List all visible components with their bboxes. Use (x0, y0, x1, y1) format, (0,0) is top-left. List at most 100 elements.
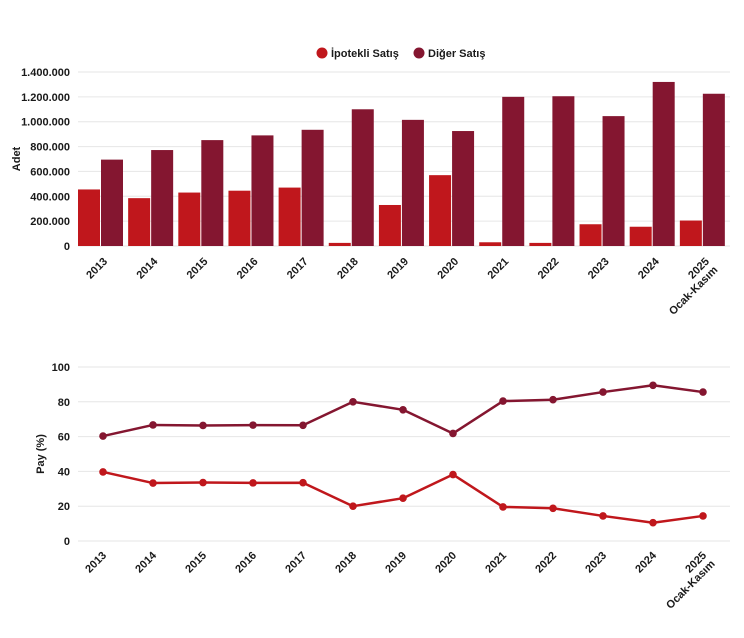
bar-diger-12 (702, 93, 725, 246)
line-x-tick-label: 2023 (583, 550, 609, 576)
line-series-ipotekli (102, 470, 704, 524)
bar-chart: İpotekli Satış Diğer Satış 0 200.000 400.000… (11, 47, 730, 318)
bar-ipotekli-7 (429, 175, 452, 246)
bar-diger-6 (401, 119, 424, 246)
bar-ipotekli-3 (228, 190, 251, 246)
legend-label-1: Diğer Satış (428, 48, 485, 60)
bar-y-tick-label: 1.000.000 (21, 117, 70, 129)
bar-ipotekli-0 (78, 189, 100, 246)
line-x-tick-label: 2020 (433, 550, 459, 576)
bar-ipotekli-5 (328, 242, 351, 246)
line-y-tick-label: 20 (58, 501, 70, 513)
bar-diger-3 (251, 135, 274, 246)
line-y-tick-label: 0 (64, 536, 70, 548)
bar-ipotekli-10 (579, 224, 602, 246)
bar-diger-11 (652, 81, 675, 246)
bar-x-tick-label: 2025Ocak-Kasım (659, 255, 721, 317)
line-y-axis-title: Pay (%) (35, 434, 47, 474)
bar-y-tick-label: 1.400.000 (21, 67, 70, 79)
legend-label-0: İpotekli Satış (331, 47, 399, 60)
line-point-diger-3 (249, 421, 257, 429)
bar-ipotekli-11 (629, 226, 652, 246)
bar-x-tick-label: 2019 (385, 256, 411, 282)
line-point-ipotekli-8 (499, 503, 507, 511)
bar-x-tick-label: 2013 (84, 256, 110, 282)
bar-ipotekli-2 (178, 192, 201, 246)
legend-marker-di-er-sat (413, 47, 425, 59)
bar-ipotekli-1 (128, 198, 151, 246)
bar-ipotekli-6 (378, 204, 401, 246)
line-x-tick-label: 2024 (633, 549, 659, 575)
bar-y-tick-label: 1.200.000 (21, 92, 70, 104)
line-point-ipotekli-0 (99, 468, 107, 476)
bar-ipotekli-12 (679, 220, 702, 246)
line-point-diger-10 (599, 388, 607, 396)
bar-x-tick-label: 2017 (285, 256, 311, 282)
line-point-diger-5 (349, 398, 357, 406)
bar-y-tick-label: 600.000 (30, 166, 70, 178)
bar-x-tick-label: 2023 (586, 256, 612, 282)
line-point-ipotekli-6 (399, 494, 407, 502)
bar-diger-4 (301, 129, 324, 246)
line-x-tick-label: 2022 (533, 550, 559, 576)
bar-diger-9 (552, 96, 575, 246)
bar-diger-1 (151, 150, 174, 246)
bar-legend: İpotekli Satış Diğer Satış (316, 47, 485, 60)
line-y-tick-label: 60 (58, 432, 70, 444)
bar-x-tick-label: 2021 (486, 256, 512, 282)
line-series-diger (102, 384, 704, 438)
bar-x-tick-label: 2018 (335, 256, 361, 282)
line-point-diger-7 (449, 429, 457, 438)
bar-diger-7 (452, 131, 475, 246)
line-point-ipotekli-2 (199, 478, 207, 487)
line-x-tick-label: 2014 (133, 549, 159, 575)
bar-x-tick-label: 2016 (235, 256, 261, 282)
bar-diger-8 (502, 96, 525, 246)
line-point-ipotekli-1 (149, 479, 157, 487)
bar-x-tick-label: 2015 (185, 256, 211, 282)
line-point-diger-4 (299, 421, 307, 430)
line-x-tick-label: 2013 (83, 550, 109, 576)
line-point-ipotekli-5 (349, 502, 357, 511)
bar-x-tick-label: 2020 (435, 256, 461, 282)
line-x-tick-label: 2019 (383, 550, 409, 576)
line-point-diger-8 (499, 397, 507, 405)
line-point-diger-6 (399, 406, 407, 414)
bar-x-tick-label: 2022 (536, 256, 562, 282)
bar-x-tick-label: 2024 (636, 255, 662, 281)
bar-ipotekli-4 (278, 187, 301, 246)
line-x-tick-label: 2016 (233, 550, 259, 576)
line-point-ipotekli-9 (549, 504, 557, 513)
line-point-ipotekli-3 (249, 479, 257, 487)
bar-ipotekli-9 (529, 242, 552, 246)
bar-ipotekli-8 (479, 242, 502, 246)
line-point-diger-2 (199, 421, 207, 430)
bar-y-tick-label: 200.000 (30, 216, 70, 228)
bar-diger-10 (602, 116, 625, 246)
bar-y-tick-label: 800.000 (30, 142, 70, 154)
line-point-ipotekli-11 (649, 518, 657, 527)
line-point-ipotekli-12 (699, 512, 707, 520)
line-x-tick-label: 2025Ocak-Kasım (656, 549, 718, 611)
bar-x-tick-label: 2014 (134, 255, 160, 281)
line-point-diger-1 (149, 421, 157, 429)
bar-diger-0 (101, 159, 123, 246)
bar-y-tick-label: 0 (64, 241, 70, 253)
line-x-tick-label: 2015 (183, 550, 209, 576)
line-point-ipotekli-7 (449, 470, 457, 479)
line-x-tick-label: 2021 (483, 550, 509, 576)
line-y-tick-label: 40 (58, 466, 70, 478)
line-point-ipotekli-10 (599, 512, 607, 520)
line-y-tick-label: 100 (52, 362, 70, 374)
line-x-tick-label: 2018 (333, 550, 359, 576)
line-y-tick-label: 80 (58, 397, 70, 409)
bar-y-axis-title: Adet (11, 146, 23, 171)
line-point-diger-12 (699, 388, 707, 396)
line-point-ipotekli-4 (299, 478, 307, 487)
line-point-diger-9 (549, 395, 557, 404)
bar-diger-2 (201, 140, 224, 246)
legend-marker-i-potekli-sat (316, 47, 328, 59)
line-point-diger-0 (99, 432, 107, 440)
bar-diger-5 (351, 109, 374, 247)
